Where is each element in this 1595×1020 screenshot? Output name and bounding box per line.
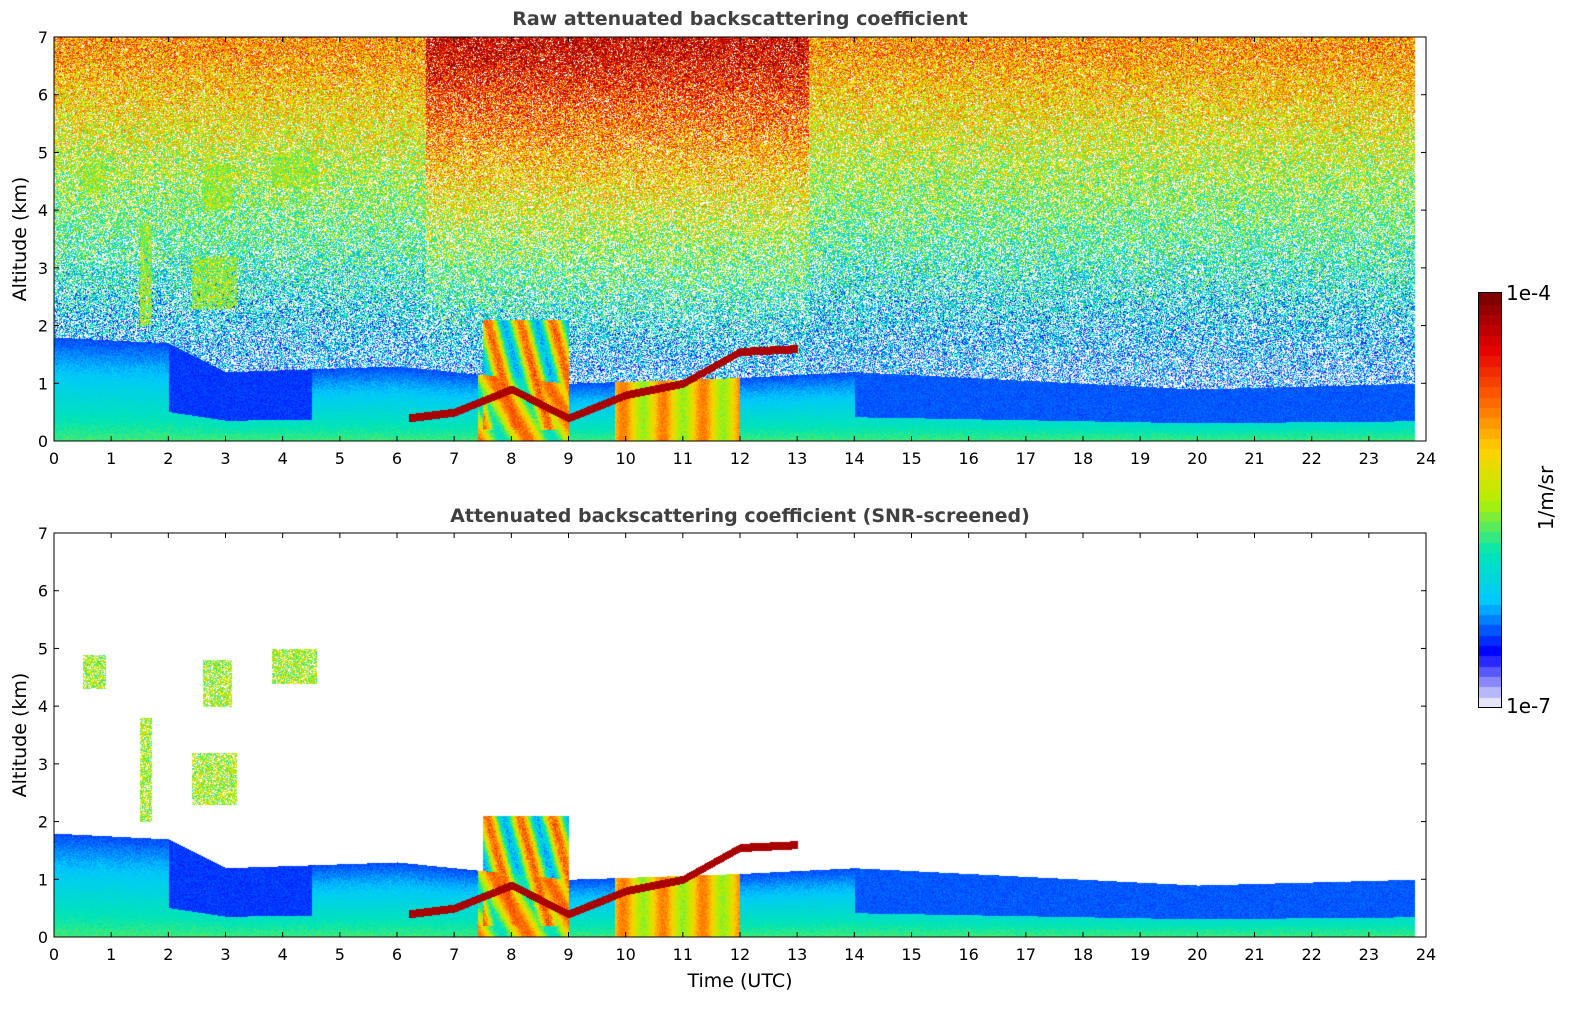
y-tick-label: 6	[38, 86, 48, 105]
x-tick-label: 4	[278, 945, 288, 964]
heatmap-raw	[54, 37, 1426, 441]
x-tick-label: 8	[506, 945, 516, 964]
x-tick-label: 21	[1244, 449, 1264, 468]
x-tick-label: 14	[844, 449, 864, 468]
x-tick-label: 13	[787, 945, 807, 964]
x-tick-label: 7	[449, 449, 459, 468]
x-tick-label: 18	[1073, 449, 1093, 468]
x-tick-label: 8	[506, 449, 516, 468]
x-tick-label: 18	[1073, 945, 1093, 964]
x-tick-label: 6	[392, 945, 402, 964]
y-tick-label: 6	[38, 582, 48, 601]
x-tick-label: 23	[1359, 449, 1379, 468]
x-tick-label: 12	[730, 449, 750, 468]
x-tick-label: 11	[673, 945, 693, 964]
colorbar-max-label: 1e-4	[1506, 281, 1551, 305]
x-tick-label: 22	[1301, 449, 1321, 468]
x-tick-label: 12	[730, 945, 750, 964]
y-tick-label: 0	[38, 432, 48, 451]
x-tick-label: 5	[335, 945, 345, 964]
panel-2-xlabel: Time (UTC)	[687, 970, 793, 992]
panel-1-title: Raw attenuated backscattering coefficien…	[512, 8, 968, 30]
heatmap-snr-screened	[54, 533, 1426, 937]
x-tick-label: 0	[49, 449, 59, 468]
colorbar	[1478, 292, 1502, 708]
y-tick-label: 4	[38, 697, 48, 716]
x-tick-label: 2	[163, 449, 173, 468]
plot-frame-2	[53, 532, 1427, 938]
x-tick-label: 7	[449, 945, 459, 964]
y-tick-label: 2	[38, 317, 48, 336]
colorbar-min-label: 1e-7	[1506, 694, 1551, 718]
x-tick-label: 20	[1187, 449, 1207, 468]
x-tick-label: 4	[278, 449, 288, 468]
x-tick-label: 19	[1130, 449, 1150, 468]
panel-2-title: Attenuated backscattering coefficient (S…	[450, 505, 1030, 527]
x-tick-label: 14	[844, 945, 864, 964]
y-tick-label: 5	[38, 639, 48, 658]
y-tick-label: 3	[38, 755, 48, 774]
x-tick-label: 19	[1130, 945, 1150, 964]
x-tick-label: 1	[106, 449, 116, 468]
x-tick-label: 10	[615, 945, 635, 964]
y-tick-label: 1	[38, 374, 48, 393]
y-tick-label: 7	[38, 524, 48, 543]
y-tick-label: 1	[38, 870, 48, 889]
colorbar-unit-label: 1/m/sr	[1534, 465, 1558, 531]
x-tick-label: 23	[1359, 945, 1379, 964]
x-tick-label: 17	[1016, 449, 1036, 468]
x-tick-label: 20	[1187, 945, 1207, 964]
plot-frame-1	[53, 36, 1427, 442]
x-tick-label: 15	[901, 945, 921, 964]
x-tick-label: 13	[787, 449, 807, 468]
x-tick-label: 10	[615, 449, 635, 468]
x-tick-label: 24	[1416, 945, 1436, 964]
x-tick-label: 17	[1016, 945, 1036, 964]
x-tick-label: 21	[1244, 945, 1264, 964]
y-tick-label: 3	[38, 259, 48, 278]
x-tick-label: 0	[49, 945, 59, 964]
x-tick-label: 3	[220, 449, 230, 468]
y-tick-label: 5	[38, 143, 48, 162]
x-tick-label: 1	[106, 945, 116, 964]
x-tick-label: 16	[958, 945, 978, 964]
x-tick-label: 9	[563, 945, 573, 964]
y-tick-label: 2	[38, 813, 48, 832]
x-tick-label: 2	[163, 945, 173, 964]
y-tick-label: 4	[38, 201, 48, 220]
x-tick-label: 3	[220, 945, 230, 964]
x-tick-label: 22	[1301, 945, 1321, 964]
y-tick-label: 0	[38, 928, 48, 947]
x-tick-label: 15	[901, 449, 921, 468]
x-tick-label: 6	[392, 449, 402, 468]
x-tick-label: 11	[673, 449, 693, 468]
x-tick-label: 9	[563, 449, 573, 468]
x-tick-label: 24	[1416, 449, 1436, 468]
x-tick-label: 5	[335, 449, 345, 468]
y-tick-label: 7	[38, 28, 48, 47]
x-tick-label: 16	[958, 449, 978, 468]
